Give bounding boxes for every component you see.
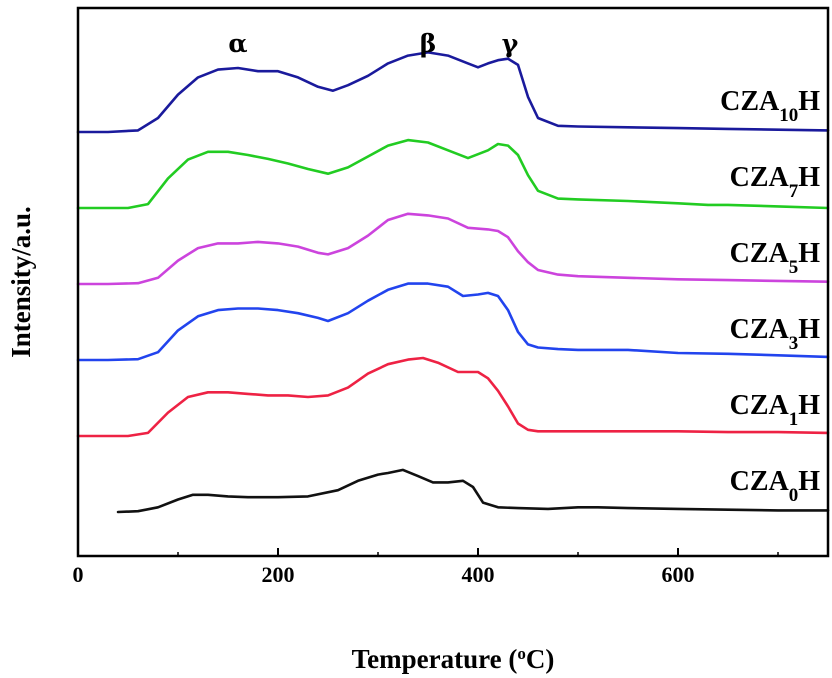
y-axis-title: Intensity/a.u. [6,206,36,358]
series-label-CZA10H: CZA10H [720,86,820,126]
series-label-CZA0H: CZA0H [730,466,821,506]
series-line-CZA7H [76,138,830,210]
peak-label: β [420,29,437,58]
x-tick-label: 600 [662,562,695,587]
x-tick-label: 0 [73,562,84,587]
plot-frame [76,6,830,558]
peak-label: γ [502,29,519,58]
x-tick-label: 400 [462,562,495,587]
peak-annotations: α β γ [228,29,518,58]
series-line-CZA3H [76,282,830,362]
series-line-CZA0H [116,468,830,514]
x-axis-title: Temperature (oC) [352,644,555,675]
series-label-CZA7H: CZA7H [730,162,821,202]
x-tick-label: 200 [262,562,295,587]
peak-label: α [228,29,247,58]
x-axis-ticks: 0 200 400 600 [73,548,779,587]
series-layer [76,51,830,514]
series-line-CZA10H [76,51,830,134]
series-line-CZA5H [76,212,830,286]
series-line-CZA1H [76,356,830,438]
series-label-CZA1H: CZA1H [730,390,821,430]
series-label-CZA5H: CZA5H [730,238,821,278]
series-label-CZA3H: CZA3H [730,314,821,354]
series-labels: CZA10H CZA7H CZA5H CZA3H CZA1H CZA0H [720,86,820,506]
